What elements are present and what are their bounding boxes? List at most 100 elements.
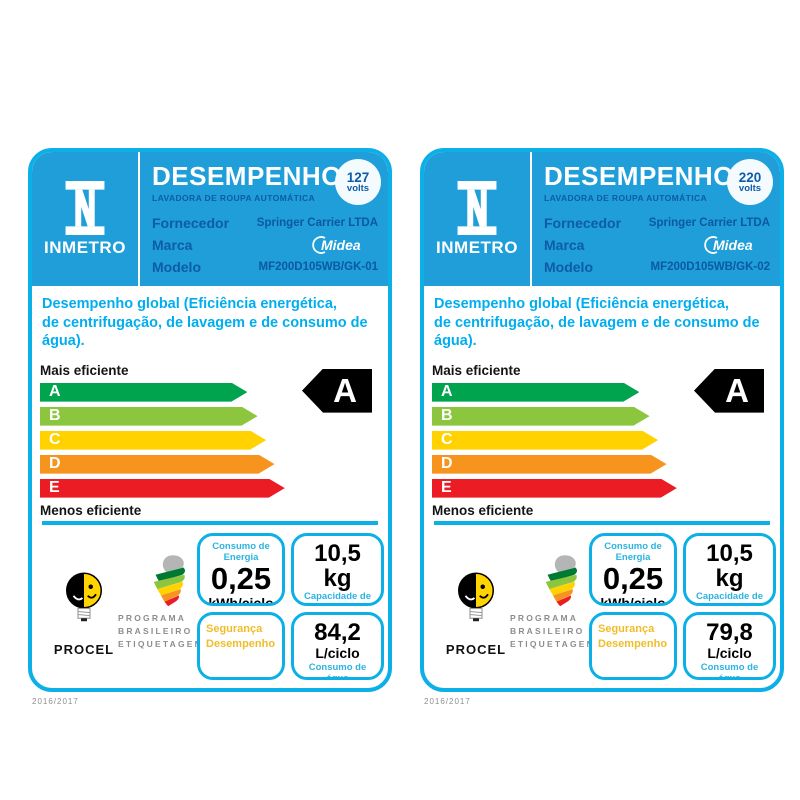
pbe-wordmark: PROGRAMA BRASILEIRO DE ETIQUETAGEM (118, 612, 230, 652)
energy-unit: kWh/ciclo (600, 594, 666, 606)
procel-logo: PROCEL (444, 571, 508, 657)
svg-text:Midea: Midea (713, 237, 753, 253)
svg-text:Midea: Midea (321, 237, 361, 253)
more-efficient-text: Mais eficiente (40, 362, 129, 378)
bar-letter: C (49, 431, 61, 449)
model-row: Modelo MF200D105WB/GK-01 (152, 256, 378, 278)
efficiency-scale: Mais eficiente A B C D E Menos eficiente… (424, 351, 780, 518)
consumption-section: PROCEL PROGRAMA BRASILEIRO DE ETIQUETAGE… (424, 532, 780, 683)
brand-label: Marca (544, 237, 585, 253)
procel-logo: PROCEL (52, 571, 116, 657)
bar-letter: B (441, 407, 453, 425)
brand-row: Marca Midea (544, 234, 770, 256)
security-box: Segurança Desempenho (197, 611, 285, 680)
inmetro-block: INMETRO (424, 152, 530, 286)
energy-value: 0,25 (210, 561, 272, 597)
energy-box: Consumo de Energia 0,25 kWh/ciclo (589, 532, 677, 606)
header-info: DESEMPENHO LAVADORA DE ROUPA AUTOMÁTICA … (140, 152, 388, 286)
efficiency-bar-a: A (432, 383, 639, 402)
pbe-line2: BRASILEIRO DE (510, 625, 606, 636)
security-line1: Segurança (598, 622, 655, 635)
global-performance-text: Desempenho global (Eficiência energética… (424, 286, 780, 351)
pbe-line1: PROGRAMA (510, 612, 579, 623)
capacity-box: 10,5 kg Capacidade de Lavagem (kg) (683, 532, 776, 606)
instructions-text: Instruções de instalação e recomendações… (424, 687, 780, 688)
model-label: Modelo (152, 259, 201, 275)
model-label: Modelo (544, 259, 593, 275)
pbe-line1: PROGRAMA (118, 612, 187, 623)
bar-letter: D (49, 455, 61, 473)
supplier-row: Fornecedor Springer Carrier LTDA (544, 212, 770, 234)
inmetro-block: INMETRO (32, 152, 138, 286)
bar-letter: A (441, 383, 453, 401)
efficiency-scale: Mais eficiente A B C D E Menos eficiente… (32, 351, 388, 518)
model-row: Modelo MF200D105WB/GK-02 (544, 256, 770, 278)
global-text-line1: Desempenho global (Eficiência energética… (434, 296, 729, 312)
less-efficient-text: Menos eficiente (432, 502, 534, 518)
bar-letter: D (441, 455, 453, 473)
water-value: 79,8 (706, 618, 753, 646)
header-info: DESEMPENHO LAVADORA DE ROUPA AUTOMÁTICA … (532, 152, 780, 286)
capacity-value: 10,5 kg (706, 539, 753, 592)
product-info-rows: Fornecedor Springer Carrier LTDA Marca M… (152, 212, 378, 278)
value-boxes: Consumo de Energia 0,25 kWh/ciclo 10,5 k… (589, 532, 776, 680)
energy-box: Consumo de Energia 0,25 kWh/ciclo (197, 532, 285, 606)
security-line2: Desempenho (598, 638, 668, 651)
label-title: DESEMPENHO (152, 161, 342, 191)
bar-letter: A (49, 383, 61, 401)
more-efficient-text: Mais eficiente (432, 362, 521, 378)
pbe-line3: ETIQUETAGEM (510, 638, 596, 649)
efficiency-bar-e: E (40, 479, 285, 498)
midea-logo-icon: Midea (312, 235, 378, 255)
label-subtitle: LAVADORA DE ROUPA AUTOMÁTICA (544, 193, 708, 203)
energy-unit: kWh/ciclo (208, 594, 274, 606)
procel-bulb-icon (66, 572, 102, 621)
energy-caption: Consumo de Energia (212, 540, 270, 563)
header-divider (530, 152, 532, 286)
instructions-text: Instruções de instalação e recomendações… (32, 687, 388, 688)
water-caption: Consumo de água (700, 661, 759, 680)
voltage-badge: 127 volts (335, 159, 381, 205)
inmetro-wordmark: INMETRO (44, 237, 126, 257)
voltage-unit: volts (346, 183, 370, 194)
edition-code: 2016/2017 (424, 697, 471, 706)
bar-letter: E (49, 479, 60, 497)
efficiency-bar-b: B (40, 407, 258, 426)
model-value: MF200D105WB/GK-01 (258, 261, 378, 273)
inmetro-logo-icon (65, 180, 105, 235)
global-text-line2: de centrifugação, de lavagem e de consum… (42, 314, 368, 350)
capacity-box: 10,5 kg Capacidade de Lavagem (kg) (291, 532, 384, 606)
pbe-brazil-icon (153, 554, 185, 606)
energy-value: 0,25 (602, 561, 664, 597)
voltage-unit: volts (738, 183, 762, 194)
pbe-wordmark: PROGRAMA BRASILEIRO DE ETIQUETAGEM (510, 612, 622, 652)
water-unit: L/ciclo (707, 644, 752, 661)
water-unit: L/ciclo (315, 644, 360, 661)
bar-letter: B (49, 407, 61, 425)
energy-label-220v: INMETRO DESEMPENHO LAVADORA DE ROUPA AUT… (420, 148, 784, 692)
label-header: INMETRO DESEMPENHO LAVADORA DE ROUPA AUT… (424, 152, 780, 286)
section-divider-line (434, 520, 770, 525)
water-caption: Consumo de água (308, 661, 367, 680)
section-divider-line (42, 520, 378, 525)
water-box: 84,2 L/ciclo Consumo de água (291, 611, 384, 680)
water-value: 84,2 (314, 618, 361, 646)
capacity-caption: Capacidade de Lavagem (kg) (303, 591, 372, 603)
efficiency-bar-d: D (40, 455, 275, 474)
global-text-line2: de centrifugação, de lavagem e de consum… (434, 314, 760, 350)
supplier-label: Fornecedor (544, 215, 622, 231)
label-subtitle: LAVADORA DE ROUPA AUTOMÁTICA (152, 193, 316, 203)
efficiency-bar-c: C (40, 431, 266, 450)
voltage-value: 220 (738, 169, 762, 185)
energy-caption: Consumo de Energia (604, 540, 662, 563)
pbe-brazil-icon (545, 554, 577, 606)
security-line1: Segurança (206, 622, 263, 635)
supplier-row: Fornecedor Springer Carrier LTDA (152, 212, 378, 234)
brand-row: Marca Midea (152, 234, 378, 256)
global-performance-text: Desempenho global (Eficiência energética… (32, 286, 388, 351)
brand-label: Marca (152, 237, 193, 253)
supplier-value: Springer Carrier LTDA (648, 217, 770, 229)
pbe-logo: PROGRAMA BRASILEIRO DE ETIQUETAGEM (510, 553, 622, 652)
supplier-value: Springer Carrier LTDA (256, 217, 378, 229)
